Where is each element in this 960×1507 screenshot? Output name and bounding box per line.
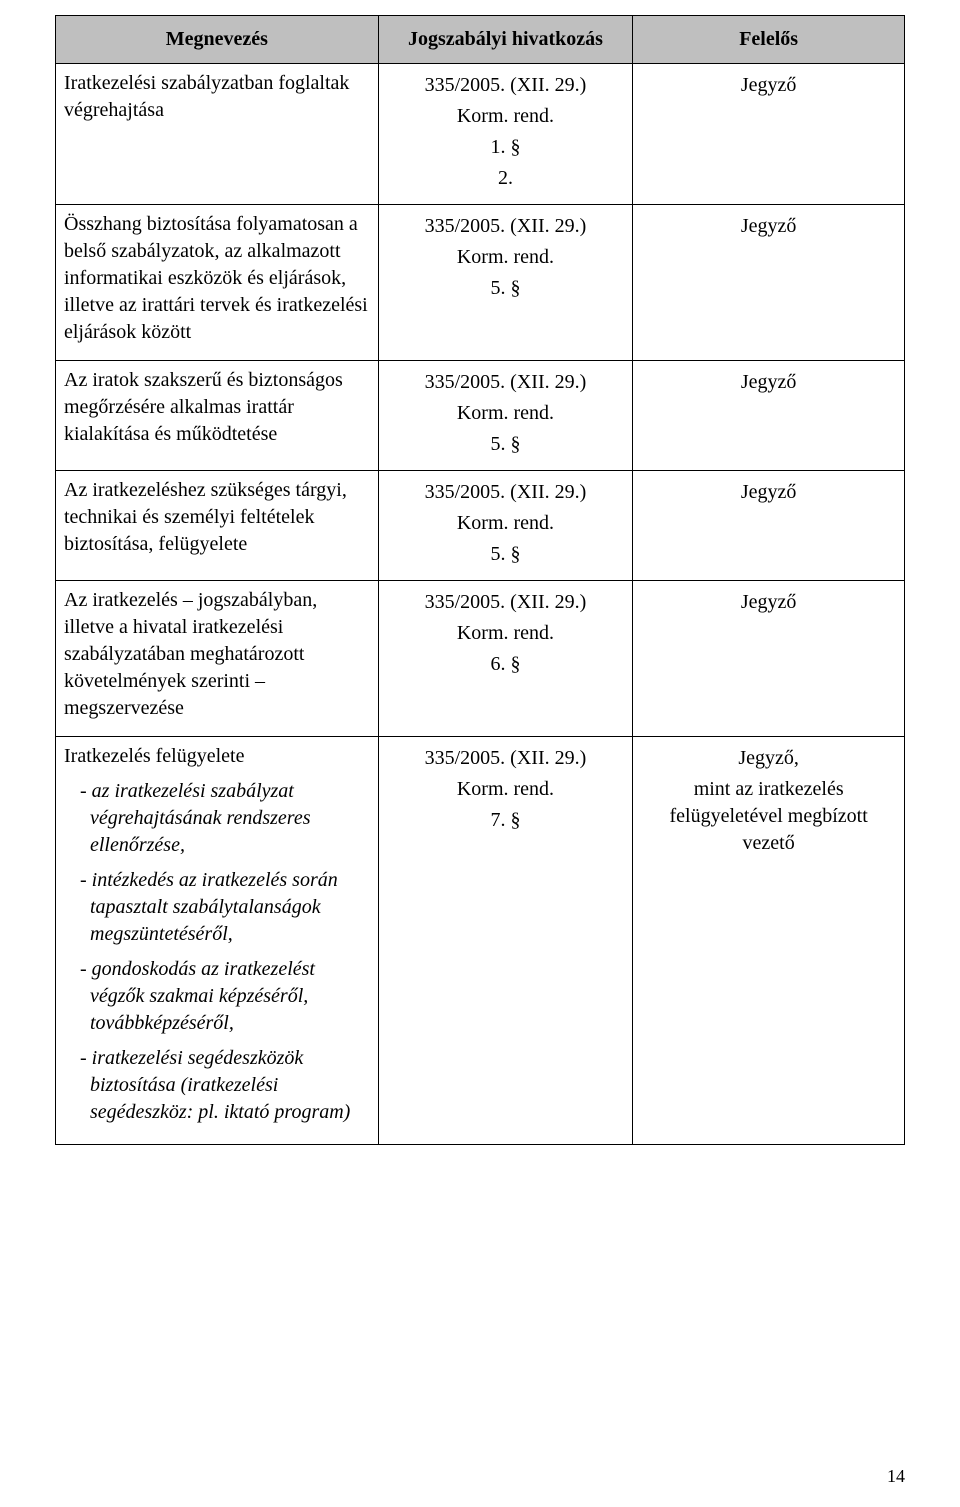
page: Megnevezés Jogszabályi hivatkozás Felelő… (0, 0, 960, 1507)
cell-ref: 335/2005. (XII. 29.) Korm. rend. 6. § (378, 581, 633, 737)
responsible-text: Jegyző (641, 70, 896, 101)
ref-line: Korm. rend. (387, 101, 625, 132)
ref-line: 335/2005. (XII. 29.) (387, 367, 625, 398)
sub-item: - az iratkezelési szabályzat végrehajtás… (80, 778, 370, 859)
cell-ref: 335/2005. (XII. 29.) Korm. rend. 7. § (378, 737, 633, 1145)
page-number: 14 (887, 1466, 905, 1487)
cell-name: Az iratok szakszerű és biztonságos megőr… (56, 361, 379, 471)
cell-ref: 335/2005. (XII. 29.) Korm. rend. 5. § (378, 361, 633, 471)
responsible-text: Jegyző, (641, 743, 896, 774)
cell-name: Összhang biztosítása folyamatosan a bels… (56, 205, 379, 361)
table-row: Iratkezelési szabályzatban foglaltak vég… (56, 64, 905, 205)
cell-responsible: Jegyző (633, 581, 905, 737)
ref-line: 335/2005. (XII. 29.) (387, 477, 625, 508)
sub-item: - intézkedés az iratkezelés során tapasz… (80, 867, 370, 948)
cell-responsible: Jegyző (633, 471, 905, 581)
table-row: Az iratok szakszerű és biztonságos megőr… (56, 361, 905, 471)
table-row: Az iratkezeléshez szükséges tárgyi, tech… (56, 471, 905, 581)
ref-line: 1. § (387, 132, 625, 163)
cell-ref: 335/2005. (XII. 29.) Korm. rend. 1. § 2. (378, 64, 633, 205)
responsible-text: Jegyző (641, 211, 896, 242)
ref-line: Korm. rend. (387, 508, 625, 539)
row-name-text: Az iratkezelés – jogszabályban, illetve … (64, 587, 370, 722)
cell-name: Iratkezelés felügyelete - az iratkezelés… (56, 737, 379, 1145)
ref-line: 335/2005. (XII. 29.) (387, 70, 625, 101)
ref-line: 5. § (387, 429, 625, 460)
table-header-row: Megnevezés Jogszabályi hivatkozás Felelő… (56, 16, 905, 64)
ref-line: 335/2005. (XII. 29.) (387, 211, 625, 242)
cell-responsible: Jegyző, mint az iratkezelés felügyeletév… (633, 737, 905, 1145)
sub-item: - iratkezelési segédeszközök biztosítása… (80, 1045, 370, 1126)
table-row: Az iratkezelés – jogszabályban, illetve … (56, 581, 905, 737)
row-name-text: Az iratok szakszerű és biztonságos megőr… (64, 367, 370, 448)
ref-line: 335/2005. (XII. 29.) (387, 587, 625, 618)
row-name-text: Az iratkezeléshez szükséges tárgyi, tech… (64, 477, 370, 558)
cell-responsible: Jegyző (633, 361, 905, 471)
header-jogszabalyi: Jogszabályi hivatkozás (378, 16, 633, 64)
cell-name: Iratkezelési szabályzatban foglaltak vég… (56, 64, 379, 205)
table-row: Összhang biztosítása folyamatosan a bels… (56, 205, 905, 361)
row-name-text: Összhang biztosítása folyamatosan a bels… (64, 211, 370, 346)
cell-ref: 335/2005. (XII. 29.) Korm. rend. 5. § (378, 205, 633, 361)
sub-list: - az iratkezelési szabályzat végrehajtás… (64, 778, 370, 1126)
cell-responsible: Jegyző (633, 205, 905, 361)
responsible-text: mint az iratkezelés felügyeletével megbí… (641, 774, 896, 859)
cell-name: Az iratkezeléshez szükséges tárgyi, tech… (56, 471, 379, 581)
ref-line: 5. § (387, 539, 625, 570)
ref-line: 5. § (387, 273, 625, 304)
cell-ref: 335/2005. (XII. 29.) Korm. rend. 5. § (378, 471, 633, 581)
header-felelos: Felelős (633, 16, 905, 64)
main-table: Megnevezés Jogszabályi hivatkozás Felelő… (55, 15, 905, 1145)
ref-line: 7. § (387, 805, 625, 836)
cell-name: Az iratkezelés – jogszabályban, illetve … (56, 581, 379, 737)
ref-line: 2. (387, 163, 625, 194)
ref-line: 335/2005. (XII. 29.) (387, 743, 625, 774)
ref-line: Korm. rend. (387, 242, 625, 273)
row-name-text: Iratkezelés felügyelete (64, 743, 370, 770)
header-megnevezes: Megnevezés (56, 16, 379, 64)
sub-item: - gondoskodás az iratkezelést végzők sza… (80, 956, 370, 1037)
ref-line: 6. § (387, 649, 625, 680)
responsible-text: Jegyző (641, 477, 896, 508)
ref-line: Korm. rend. (387, 398, 625, 429)
ref-line: Korm. rend. (387, 774, 625, 805)
cell-responsible: Jegyző (633, 64, 905, 205)
responsible-text: Jegyző (641, 587, 896, 618)
table-row: Iratkezelés felügyelete - az iratkezelés… (56, 737, 905, 1145)
ref-line: Korm. rend. (387, 618, 625, 649)
row-name-text: Iratkezelési szabályzatban foglaltak vég… (64, 70, 370, 124)
responsible-text: Jegyző (641, 367, 896, 398)
